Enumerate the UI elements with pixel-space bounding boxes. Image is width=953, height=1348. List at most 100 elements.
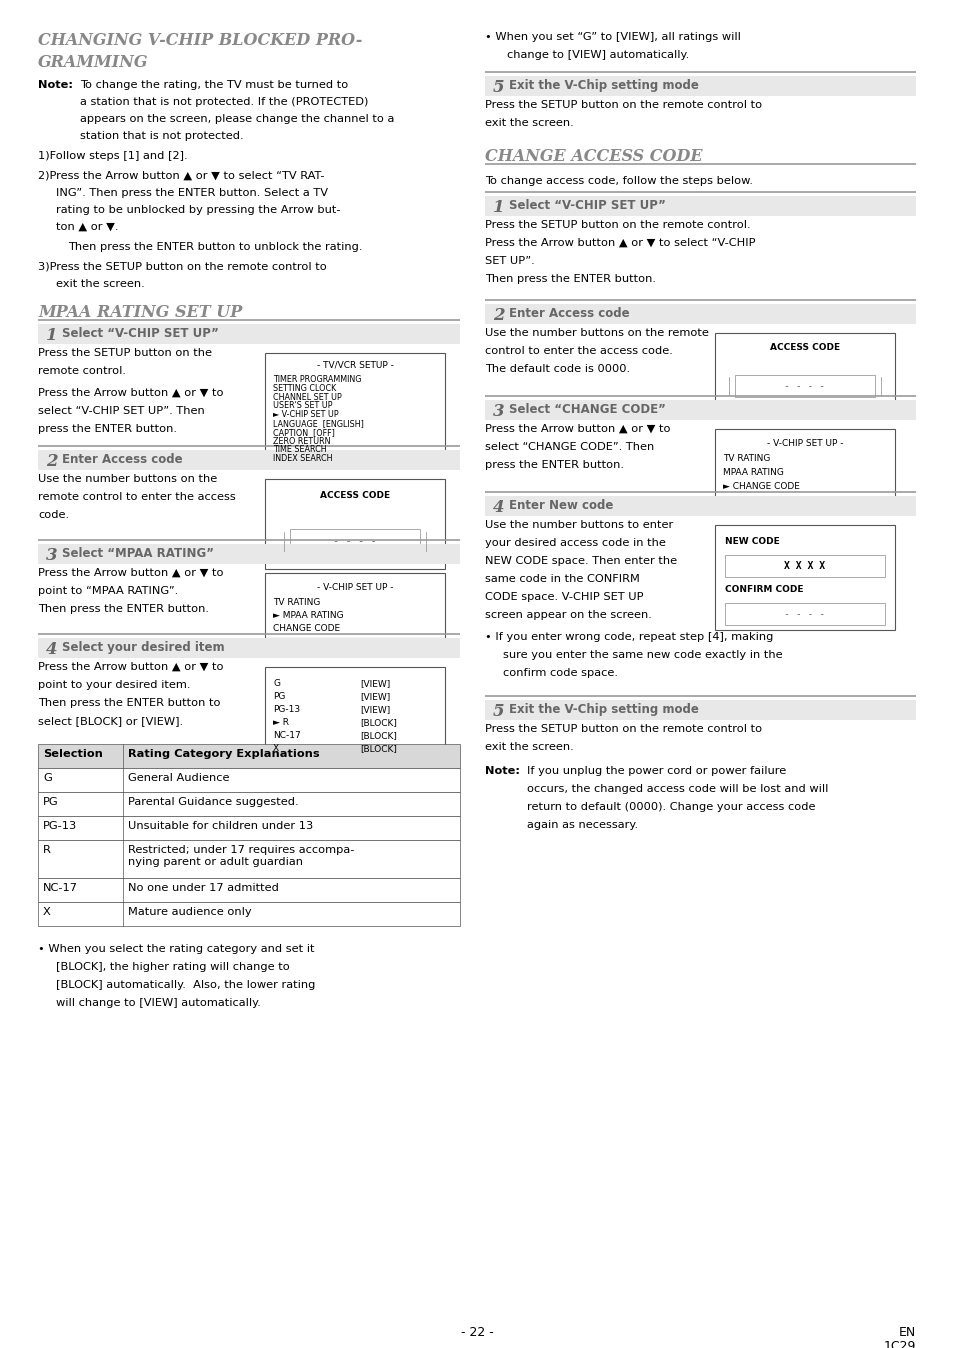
Text: - - - -: - - - - [783,609,824,619]
Text: ► R: ► R [273,718,289,727]
Text: ► MPAA RATING: ► MPAA RATING [273,611,343,620]
Bar [265,353,444,462]
Text: CHANNEL SET UP: CHANNEL SET UP [273,392,341,402]
Text: sure you enter the same new code exactly in the: sure you enter the same new code exactly… [502,650,781,661]
Text: ► V-CHIP SET UP: ► V-CHIP SET UP [273,410,338,419]
Text: [BLOCK]: [BLOCK] [359,744,396,754]
Bar [290,528,419,554]
Text: Mature audience only: Mature audience only [128,907,252,917]
Text: NEW CODE space. Then enter the: NEW CODE space. Then enter the [484,555,677,566]
Text: To change the rating, the TV must be turned to: To change the rating, the TV must be tur… [80,80,348,90]
Text: 3: 3 [493,403,504,421]
Text: ING”. Then press the ENTER button. Select a TV: ING”. Then press the ENTER button. Selec… [56,187,328,198]
Text: [VIEW]: [VIEW] [359,692,390,701]
Text: CHANGE ACCESS CODE: CHANGE ACCESS CODE [484,148,702,164]
Text: Restricted; under 17 requires accompa-
nying parent or adult guardian: Restricted; under 17 requires accompa- n… [128,845,354,867]
Text: press the ENTER button.: press the ENTER button. [38,425,177,434]
Text: - TV/VCR SETUP -: - TV/VCR SETUP - [316,361,393,369]
Text: Use the number buttons on the: Use the number buttons on the [38,474,217,484]
Text: LANGUAGE  [ENGLISH]: LANGUAGE [ENGLISH] [273,419,363,429]
Text: MPAA RATING: MPAA RATING [722,468,783,477]
Text: ► CHANGE CODE: ► CHANGE CODE [722,483,799,491]
Bar [484,305,915,324]
Bar [714,429,894,497]
Bar [265,667,444,758]
Text: - V-CHIP SET UP -: - V-CHIP SET UP - [766,439,842,448]
Text: To change access code, follow the steps below.: To change access code, follow the steps … [484,177,752,186]
Bar [38,545,459,563]
Text: appears on the screen, please change the channel to a: appears on the screen, please change the… [80,115,394,124]
Text: Then press the ENTER button to: Then press the ENTER button to [38,698,220,708]
Text: ACCESS CODE: ACCESS CODE [769,342,840,352]
Text: NEW CODE: NEW CODE [724,537,779,546]
Bar [484,400,915,421]
Text: [VIEW]: [VIEW] [359,705,390,714]
Text: remote control.: remote control. [38,367,126,376]
Text: point to your desired item.: point to your desired item. [38,679,191,690]
Bar [714,333,894,411]
Text: TV RATING: TV RATING [273,599,320,607]
Text: GRAMMING: GRAMMING [38,54,149,71]
Bar [734,375,874,398]
Text: exit the screen.: exit the screen. [56,279,145,288]
Text: Press the SETUP button on the remote control.: Press the SETUP button on the remote con… [484,220,750,231]
Bar [38,840,459,878]
Text: ACCESS CODE: ACCESS CODE [319,491,390,500]
Bar [484,700,915,720]
Text: Exit the V-Chip setting mode: Exit the V-Chip setting mode [509,80,699,92]
Text: code.: code. [38,510,69,520]
Text: If you unplug the power cord or power failure: If you unplug the power cord or power fa… [526,766,785,776]
Text: Press the Arrow button ▲ or ▼ to select “V-CHIP: Press the Arrow button ▲ or ▼ to select … [484,239,755,248]
Bar [484,75,915,96]
Bar [265,479,444,569]
Text: point to “MPAA RATING”.: point to “MPAA RATING”. [38,586,178,596]
Text: TIMER PROGRAMMING: TIMER PROGRAMMING [273,375,361,384]
Text: Select “CHANGE CODE”: Select “CHANGE CODE” [509,403,665,417]
Text: G: G [43,772,51,783]
Text: [BLOCK]: [BLOCK] [359,731,396,740]
Text: - V-CHIP SET UP -: - V-CHIP SET UP - [316,582,393,592]
Text: select “V-CHIP SET UP”. Then: select “V-CHIP SET UP”. Then [38,406,205,417]
Text: ton ▲ or ▼.: ton ▲ or ▼. [56,222,118,232]
Bar [724,603,884,625]
Text: Then press the ENTER button.: Then press the ENTER button. [38,604,209,613]
Text: INDEX SEARCH: INDEX SEARCH [273,454,333,464]
Text: CHANGE CODE: CHANGE CODE [273,624,340,634]
Bar [38,768,459,793]
Bar [714,524,894,630]
Text: rating to be unblocked by pressing the Arrow but-: rating to be unblocked by pressing the A… [56,205,340,214]
Text: Select “V-CHIP SET UP”: Select “V-CHIP SET UP” [509,200,665,212]
Text: 2: 2 [493,307,504,324]
Text: CHANGING V-CHIP BLOCKED PRO-: CHANGING V-CHIP BLOCKED PRO- [38,32,362,49]
Text: Note:: Note: [38,80,73,90]
Text: [BLOCK]: [BLOCK] [359,718,396,727]
Text: 1: 1 [493,200,504,216]
Text: press the ENTER button.: press the ENTER button. [484,460,623,470]
Text: NC-17: NC-17 [273,731,300,740]
Bar [38,744,459,768]
Text: 2: 2 [46,453,57,470]
Bar [38,816,459,840]
Text: • If you enter wrong code, repeat step [4], making: • If you enter wrong code, repeat step [… [484,632,773,642]
Text: Use the number buttons to enter: Use the number buttons to enter [484,520,673,530]
Text: again as necessary.: again as necessary. [526,820,638,830]
Text: 1)Follow steps [1] and [2].: 1)Follow steps [1] and [2]. [38,151,188,160]
Bar [38,638,459,658]
Text: - - - -: - - - - [333,537,376,546]
Text: R: R [43,845,51,855]
Text: 5: 5 [493,704,504,720]
Text: PG-13: PG-13 [43,821,77,830]
Text: remote control to enter the access: remote control to enter the access [38,492,235,501]
Bar [265,573,444,638]
Text: screen appear on the screen.: screen appear on the screen. [484,611,651,620]
Text: • When you select the rating category and set it: • When you select the rating category an… [38,944,314,954]
Text: select [BLOCK] or [VIEW].: select [BLOCK] or [VIEW]. [38,716,183,727]
Bar [38,902,459,926]
Text: Press the Arrow button ▲ or ▼ to: Press the Arrow button ▲ or ▼ to [38,568,223,578]
Text: Press the SETUP button on the remote control to: Press the SETUP button on the remote con… [484,724,761,735]
Text: ZERO RETURN: ZERO RETURN [273,437,330,446]
Text: 5: 5 [493,80,504,96]
Text: SETTING CLOCK: SETTING CLOCK [273,384,335,392]
Text: Unsuitable for children under 13: Unsuitable for children under 13 [128,821,313,830]
Text: exit the screen.: exit the screen. [484,119,573,128]
